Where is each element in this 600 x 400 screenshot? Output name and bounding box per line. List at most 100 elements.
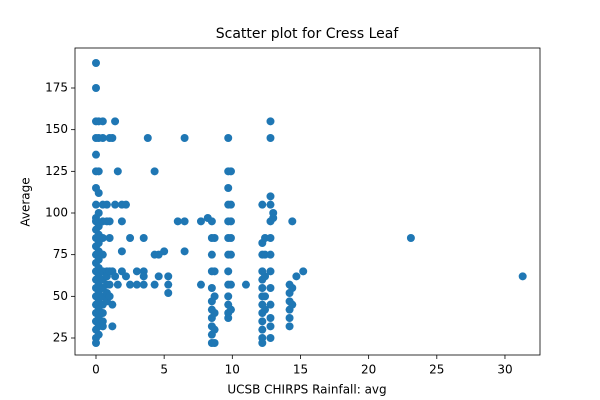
point [132,280,141,289]
point [121,272,130,281]
point [154,272,163,281]
point [210,309,219,317]
point [269,214,278,222]
point [91,59,100,67]
point [113,280,122,289]
x-tick-label: 20 [361,363,376,377]
y-tick-label: 150 [45,122,68,136]
point [121,200,130,209]
point [210,339,219,347]
point [94,189,103,197]
point [139,272,148,281]
point [180,217,189,226]
point [285,314,294,322]
point [150,167,159,176]
point [518,272,527,281]
point [180,247,189,256]
point [261,292,270,301]
point [292,272,301,281]
point [210,267,219,276]
x-tick-label: 30 [497,363,512,377]
point [91,84,100,92]
y-tick-label: 175 [45,81,68,95]
y-axis-label: Average [19,177,33,226]
y-tick-label: 50 [53,289,68,303]
point [266,134,275,142]
chart-title: Scatter plot for Cress Leaf [216,26,400,42]
point [226,305,235,314]
point [180,134,189,142]
point [226,280,235,289]
x-tick-label: 10 [225,363,240,377]
point [258,284,267,292]
point [266,234,275,242]
point [210,234,219,242]
y-tick-label: 25 [53,331,68,345]
point [108,300,117,309]
point [98,134,107,142]
point [91,150,100,159]
point [150,280,159,289]
point [224,314,233,322]
point [261,272,270,281]
point [111,272,120,281]
point [241,280,250,289]
point [164,289,173,297]
x-tick-label: 5 [160,363,168,377]
point [111,117,120,126]
point [226,217,235,226]
point [266,322,275,331]
point [258,317,267,326]
point [224,292,233,301]
point [102,200,111,209]
y-tick-label: 75 [53,247,68,261]
point [288,284,297,292]
point [266,334,275,342]
y-tick-label: 100 [45,206,68,220]
point [108,322,117,331]
point [258,325,267,334]
point [196,280,205,289]
plot-frame [74,47,541,356]
point [94,330,103,339]
point [98,234,107,242]
point [132,267,141,276]
point [266,300,275,309]
point [288,300,297,309]
point [98,309,107,317]
point [105,217,114,226]
point [98,117,107,126]
point [105,280,114,289]
point [224,134,233,142]
point [261,305,270,314]
point [117,247,126,256]
point [258,339,267,347]
point [108,134,117,142]
point [160,247,169,256]
point [299,267,308,276]
point [139,280,148,289]
point [207,284,216,292]
point [285,322,294,331]
point [266,267,275,276]
x-tick-label: 25 [429,363,444,377]
point [105,234,114,242]
point [266,117,275,126]
point [139,234,148,242]
point [207,217,216,226]
point [224,184,233,192]
point [226,250,235,259]
point [226,200,235,209]
point [173,217,182,226]
point [226,234,235,242]
point [126,234,135,242]
point [266,250,275,259]
point [258,200,267,209]
point [266,314,275,322]
point [288,217,297,226]
point [94,209,103,217]
point [113,167,122,176]
point [164,280,173,289]
point [210,292,219,301]
point [117,217,126,226]
